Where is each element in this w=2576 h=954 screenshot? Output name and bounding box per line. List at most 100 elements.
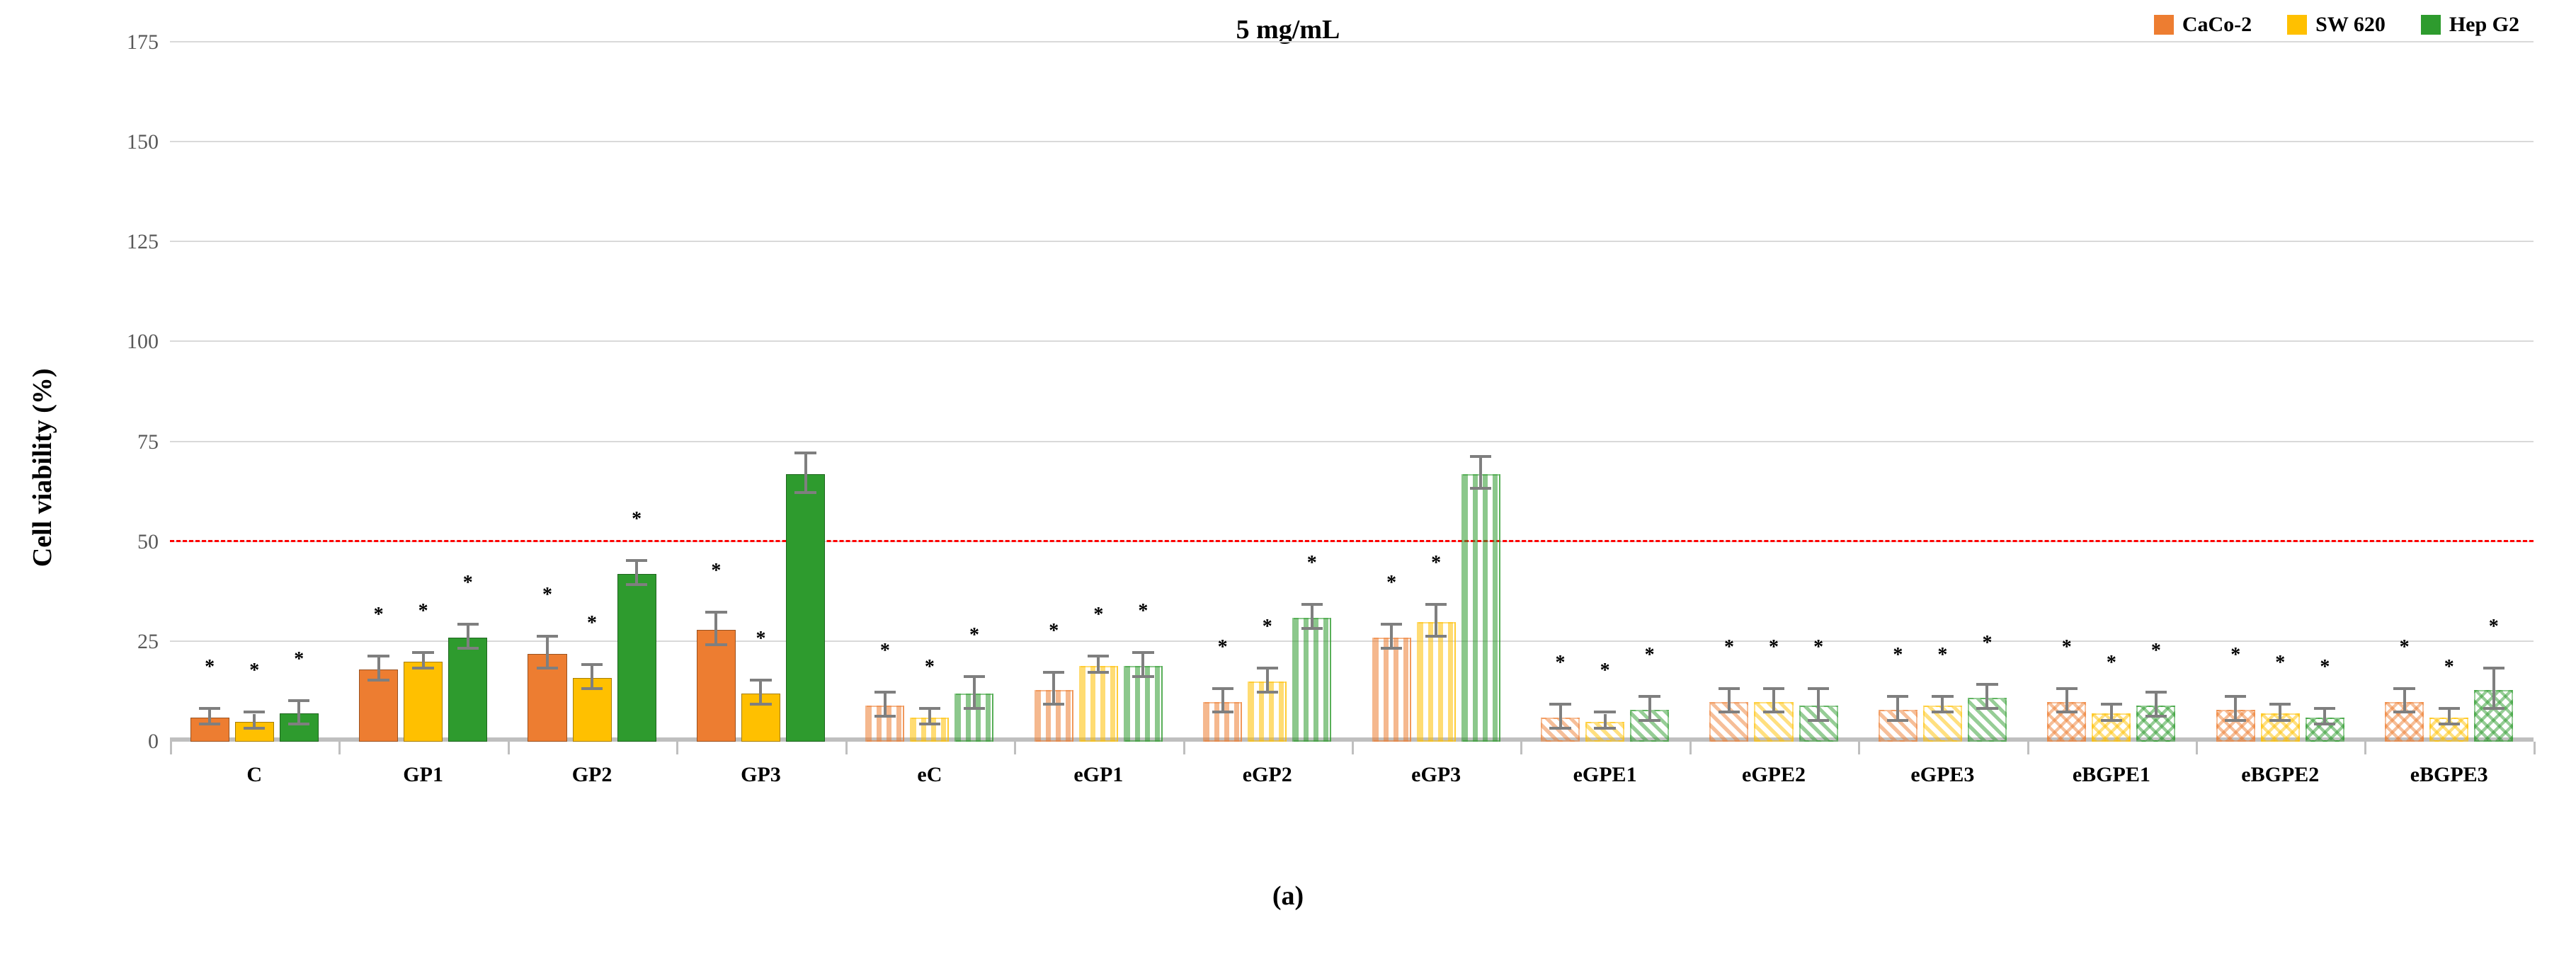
error-bar — [1817, 690, 1820, 722]
bar-wrap: * — [2306, 42, 2344, 742]
significance-star: * — [711, 560, 721, 587]
bar-wrap: * — [190, 42, 229, 742]
category-group: eC*** — [845, 42, 1014, 742]
legend-label: SW 620 — [2315, 13, 2386, 37]
bar-wrap: * — [617, 42, 656, 742]
error-cap — [412, 651, 433, 654]
bar-wrap: * — [1754, 42, 1793, 742]
significance-star: * — [969, 624, 979, 651]
error-bar — [1648, 698, 1651, 722]
bar-wrap: * — [2429, 42, 2468, 742]
significance-star: * — [1138, 600, 1148, 627]
bar-wrap: * — [359, 42, 398, 742]
significance-star: * — [1937, 644, 1947, 671]
error-cap — [1043, 671, 1064, 674]
significance-star: * — [1386, 572, 1396, 599]
category-group: eGP1*** — [1014, 42, 1182, 742]
significance-star: * — [1263, 616, 1272, 643]
error-cap — [2145, 691, 2167, 694]
error-bar — [1896, 698, 1899, 722]
legend-swatch — [2154, 15, 2174, 35]
error-cap — [2439, 707, 2460, 710]
x-tick-mark — [1352, 742, 1354, 754]
error-cap — [367, 655, 389, 657]
error-cap — [2393, 711, 2415, 713]
error-cap — [1470, 487, 1491, 490]
error-cap — [1549, 703, 1571, 706]
error-cap — [874, 691, 896, 694]
bar-cluster: *** — [1203, 42, 1331, 742]
significance-star: * — [1431, 552, 1441, 579]
x-tick-mark — [1520, 742, 1522, 754]
bar-cluster: *** — [528, 42, 656, 742]
bar-wrap: * — [1968, 42, 2007, 742]
bar-wrap: * — [1585, 42, 1624, 742]
error-cap — [705, 611, 726, 614]
category-group: eGPE1*** — [1520, 42, 1689, 742]
bar-cluster: *** — [2385, 42, 2513, 742]
error-cap — [1088, 671, 1109, 674]
bar-wrap: * — [2092, 42, 2131, 742]
category-label: eBGPE1 — [2073, 742, 2150, 787]
error-cap — [1132, 675, 1153, 678]
error-cap — [1301, 603, 1323, 606]
error-cap — [199, 707, 220, 710]
significance-star: * — [756, 628, 765, 655]
error-cap — [1212, 687, 1233, 690]
significance-star: * — [2489, 616, 2499, 643]
error-cap — [626, 583, 647, 586]
category-label: GP2 — [572, 742, 612, 787]
error-cap — [1257, 667, 1278, 669]
groups-container: C***GP1***GP2***GP3**eC***eGP1***eGP2***… — [170, 42, 2534, 742]
bar-cluster: *** — [865, 42, 993, 742]
significance-star: * — [2230, 644, 2240, 671]
bar — [1079, 666, 1118, 742]
bar-wrap: * — [1709, 42, 1748, 742]
category-label: eGPE1 — [1573, 742, 1637, 787]
significance-star: * — [2320, 656, 2330, 683]
significance-star: * — [2107, 652, 2116, 679]
y-tick-label: 100 — [127, 330, 170, 354]
category-label: eGPE2 — [1742, 742, 1806, 787]
bar-wrap: * — [404, 42, 443, 742]
bar-wrap: * — [1124, 42, 1163, 742]
significance-star: * — [249, 660, 259, 686]
error-bar — [297, 702, 300, 726]
category-label: eBGPE3 — [2410, 742, 2488, 787]
error-cap — [288, 723, 309, 725]
category-label: eGP3 — [1411, 742, 1461, 787]
legend-item: Hep G2 — [2421, 13, 2519, 37]
significance-star: * — [632, 508, 642, 535]
bar-cluster: *** — [1541, 42, 1669, 742]
bar-cluster: *** — [2216, 42, 2344, 742]
x-tick-mark — [2196, 742, 2198, 754]
bar-wrap: * — [1248, 42, 1287, 742]
error-cap — [367, 679, 389, 682]
bar-wrap: * — [1417, 42, 1456, 742]
significance-star: * — [1049, 620, 1059, 647]
error-bar — [2065, 690, 2068, 714]
bar-wrap — [1461, 42, 1500, 742]
significance-star: * — [1893, 644, 1903, 671]
category-group: eBGPE2*** — [2196, 42, 2364, 742]
error-cap — [2269, 703, 2291, 706]
error-cap — [794, 452, 816, 454]
category-group: GP1*** — [338, 42, 507, 742]
bar-wrap: * — [235, 42, 274, 742]
error-cap — [1132, 651, 1153, 654]
error-cap — [2314, 723, 2335, 725]
bar-cluster: *** — [1035, 42, 1163, 742]
y-tick-label: 75 — [137, 430, 170, 454]
category-group: eBGPE3*** — [2364, 42, 2533, 742]
bar-cluster: *** — [359, 42, 487, 742]
error-bar — [1390, 626, 1393, 650]
error-cap — [1043, 703, 1064, 706]
x-tick-mark — [2364, 742, 2366, 754]
x-tick-mark — [338, 742, 341, 754]
x-tick-mark — [1689, 742, 1692, 754]
x-tick-mark — [170, 742, 172, 754]
error-cap — [1763, 687, 1784, 690]
error-cap — [1425, 603, 1447, 606]
significance-star: * — [542, 584, 552, 611]
y-tick-label: 125 — [127, 230, 170, 254]
